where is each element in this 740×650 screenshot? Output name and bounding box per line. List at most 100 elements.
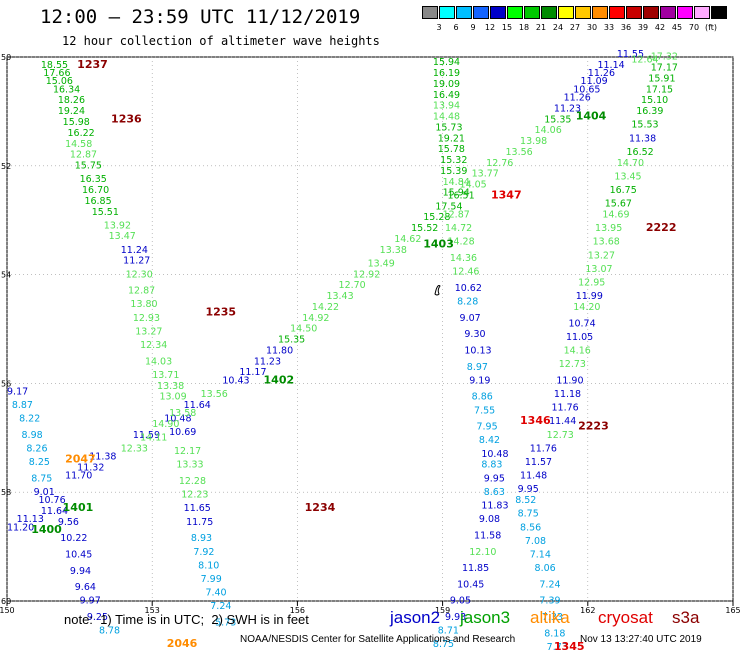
wave-height-value: 8.26	[26, 443, 47, 454]
wave-height-value: 9.17	[7, 386, 28, 397]
wave-height-value: 18.26	[58, 95, 85, 106]
wave-height-value: 19.24	[58, 106, 85, 117]
wave-height-value: 11.57	[525, 457, 552, 468]
wave-height-value: 14.48	[433, 112, 460, 123]
wave-height-value: 7.92	[193, 547, 214, 558]
wave-height-value: 12.23	[181, 490, 208, 501]
wave-height-value: 13.77	[472, 169, 499, 180]
colorbar-swatch	[439, 6, 455, 19]
wave-height-value: 14.84	[443, 177, 470, 188]
wave-height-value: 14.92	[302, 313, 329, 324]
wave-height-value: 15.91	[648, 73, 675, 84]
colorbar-swatch	[609, 6, 625, 19]
wave-height-value: 17.66	[43, 68, 70, 79]
wave-height-value: 12.17	[174, 446, 201, 457]
wave-height-value: 16.70	[82, 185, 109, 196]
wave-height-value: 11.27	[123, 256, 150, 267]
wave-height-value: 11.48	[520, 471, 547, 482]
wave-height-value: 13.80	[130, 299, 157, 310]
wave-height-value: 15.52	[411, 223, 438, 234]
wave-height-value: 8.86	[472, 392, 493, 403]
colorbar-swatch	[456, 6, 472, 19]
wave-height-value: 16.75	[610, 185, 637, 196]
wave-height-value: 11.85	[462, 563, 489, 574]
wave-height-value: 11.76	[552, 403, 579, 414]
wave-height-value: 9.94	[70, 566, 91, 577]
wave-height-value: 14.28	[447, 237, 474, 248]
legend-jason3: jason3	[460, 608, 511, 627]
page-title: 12:00 – 23:59 UTC 11/12/2019	[40, 6, 361, 28]
wave-height-value: 14.36	[450, 253, 477, 264]
wave-height-value: 16.34	[53, 84, 80, 95]
wave-height-value: 16.52	[627, 147, 654, 158]
wave-height-value: 13.68	[593, 237, 620, 248]
wave-height-value: 19.21	[438, 133, 465, 144]
pass-time-label: 1402	[264, 373, 295, 386]
wave-height-value: 11.99	[576, 291, 603, 302]
wave-height-value: 7.24	[210, 601, 231, 612]
wave-height-value: 12.73	[547, 430, 574, 441]
wave-height-value: 16.19	[433, 68, 460, 79]
colorbar-label: 42	[654, 23, 666, 32]
wave-height-value: 15.98	[63, 117, 90, 128]
wave-height-value: 11.26	[588, 68, 615, 79]
wave-height-value: 11.80	[266, 345, 293, 356]
wave-height-value: 14.11	[140, 433, 167, 444]
pass-time-label: 1347	[491, 188, 522, 201]
wave-height-value: 10.74	[568, 318, 595, 329]
wave-height-value: 12.30	[126, 269, 153, 280]
wave-height-value: 11.64	[184, 400, 211, 411]
wave-height-value: 15.51	[92, 207, 119, 218]
wave-height-value: 12.92	[353, 269, 380, 280]
wave-height-value: 9.05	[450, 596, 471, 607]
wave-height-value: 8.10	[198, 560, 219, 571]
colorbar-label: (ft)	[704, 23, 718, 32]
wave-height-value: 12.87	[70, 150, 97, 161]
wave-height-value: 15.06	[46, 76, 73, 87]
wave-height-value: 10.45	[457, 579, 484, 590]
wave-height-value: 11.24	[121, 245, 148, 256]
wave-height-value: 11.90	[556, 375, 583, 386]
colorbar-swatch	[473, 6, 489, 19]
wave-height-value: 8.18	[544, 628, 565, 639]
wave-height-value: 13.09	[159, 392, 186, 403]
lon-tick-label: 162	[580, 606, 595, 615]
colorbar-swatch	[643, 6, 659, 19]
wave-height-value: 11.17	[239, 367, 266, 378]
wave-height-value: 12.93	[133, 313, 160, 324]
wave-height-value: 13.33	[176, 460, 203, 471]
wave-height-value: 8.75	[31, 473, 52, 484]
wave-height-value: 8.98	[22, 430, 43, 441]
wave-height-value: 11.65	[184, 503, 211, 514]
wave-height-value: 13.95	[595, 223, 622, 234]
pass-time-label: 1346	[520, 414, 551, 427]
pass-time-label: 1236	[111, 112, 142, 125]
legend-s3a: s3a	[672, 608, 700, 627]
wave-height-value: 12.76	[486, 158, 513, 169]
wave-height-value: 13.07	[585, 264, 612, 275]
colorbar-swatch	[694, 6, 710, 19]
pass-time-label: 1234	[305, 501, 336, 514]
wave-height-value: 14.58	[65, 139, 92, 150]
pass-time-label: 1237	[77, 58, 108, 71]
wave-height-value: 13.27	[135, 326, 162, 337]
wave-height-value: 14.20	[573, 302, 600, 313]
wave-height-value: 7.40	[205, 588, 226, 599]
wave-height-value: 15.53	[631, 120, 658, 131]
wave-height-value: 13.49	[368, 258, 395, 269]
wave-height-value: 15.10	[641, 95, 668, 106]
lat-tick-label: 60	[1, 597, 11, 606]
note-text: note: 1) Time is in UTC; 2) SWH is in fe…	[64, 612, 309, 627]
wave-height-value: 13.43	[326, 291, 353, 302]
colorbar-swatch	[711, 6, 727, 19]
pass-time-label: 2222	[646, 221, 677, 234]
wave-height-value: 8.75	[433, 639, 454, 650]
wave-height-value: 12.28	[179, 476, 206, 487]
wave-height-value: 11.59	[133, 430, 160, 441]
wave-height-value: 11.32	[77, 462, 104, 473]
wave-height-value: 10.45	[65, 549, 92, 560]
wave-height-value: 12.34	[140, 340, 167, 351]
colorbar-label: 36	[620, 23, 632, 32]
wave-height-value: 8.52	[515, 495, 536, 506]
pass-time-label: 2223	[578, 420, 609, 433]
